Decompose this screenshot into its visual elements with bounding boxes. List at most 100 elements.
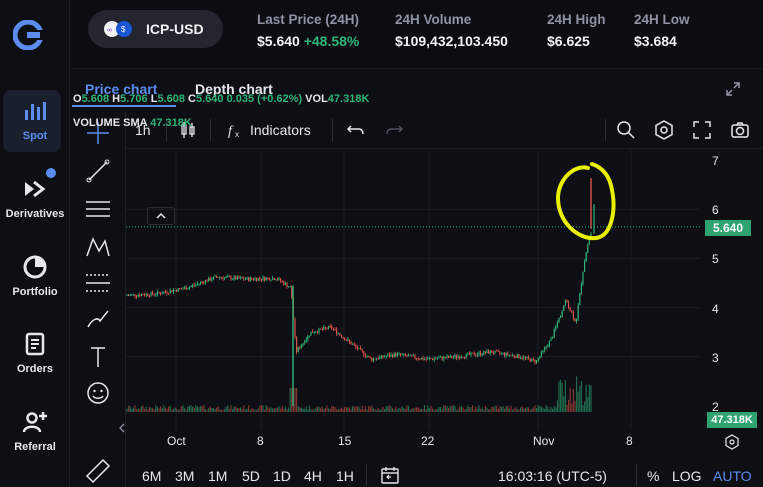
emoji-icon[interactable] xyxy=(84,379,112,407)
chevron-left-icon[interactable] xyxy=(118,422,126,434)
candle-body xyxy=(326,327,328,329)
candle-body xyxy=(262,277,264,280)
range-3m[interactable]: 3M xyxy=(175,468,195,484)
candle-body xyxy=(265,277,267,281)
candle-type-icon[interactable] xyxy=(178,120,198,140)
crosshair-icon[interactable] xyxy=(84,119,112,147)
candle-body xyxy=(433,358,435,360)
pattern-icon[interactable] xyxy=(84,233,112,261)
range-1h[interactable]: 1H xyxy=(336,468,354,484)
nav-orders[interactable]: Orders xyxy=(0,331,70,375)
coinbase-logo[interactable] xyxy=(13,20,43,50)
indicators-button[interactable]: Indicators xyxy=(250,122,311,138)
candle-body xyxy=(270,279,272,281)
candle-body xyxy=(320,328,322,330)
candle-body xyxy=(193,284,195,286)
tab-price-chart[interactable]: Price chart xyxy=(85,81,158,97)
volume-bar xyxy=(569,387,571,412)
range-5d[interactable]: 5D xyxy=(242,468,260,484)
axis-settings-icon[interactable] xyxy=(724,434,740,450)
candle-body xyxy=(526,357,528,358)
candle-body xyxy=(147,293,149,296)
separator xyxy=(332,119,333,141)
volume-bar xyxy=(204,409,206,412)
volume-bar xyxy=(164,407,166,412)
log-toggle[interactable]: LOG xyxy=(672,468,702,484)
text-tool-icon[interactable] xyxy=(84,343,112,371)
volume-bar xyxy=(307,409,309,412)
volume-bar xyxy=(462,407,464,412)
high-value: $6.625 xyxy=(547,33,590,49)
candle-body xyxy=(584,261,586,272)
nav-referral[interactable]: Referral xyxy=(0,409,70,453)
redo-icon[interactable] xyxy=(384,120,404,140)
fib-lines-icon[interactable] xyxy=(84,195,112,223)
volume-bar xyxy=(587,396,589,412)
candle-body xyxy=(204,280,206,284)
undo-icon[interactable] xyxy=(346,120,366,140)
volume-bar xyxy=(515,407,517,412)
candle-body xyxy=(244,279,246,281)
nav-derivatives[interactable]: Derivatives xyxy=(0,176,70,220)
nav-spot[interactable]: Spot xyxy=(0,90,70,152)
volume-bar xyxy=(534,405,536,412)
range-6m[interactable]: 6M xyxy=(142,468,162,484)
candle-body xyxy=(464,357,466,359)
settings-icon[interactable] xyxy=(654,120,674,140)
range-4h[interactable]: 4H xyxy=(304,468,322,484)
range-1m[interactable]: 1M xyxy=(208,468,228,484)
candle-body xyxy=(153,294,155,296)
volume-bar xyxy=(182,405,184,412)
candle-body xyxy=(350,341,352,345)
ruler-icon[interactable] xyxy=(84,457,112,485)
expand-icon[interactable] xyxy=(726,82,740,96)
volume-bar xyxy=(478,405,480,412)
candle-body xyxy=(126,295,128,297)
calendar-icon[interactable] xyxy=(380,465,400,485)
fullscreen-icon[interactable] xyxy=(692,120,712,140)
trend-line-icon[interactable] xyxy=(84,157,112,185)
pair-selector[interactable]: ∞ $ ICP-USD xyxy=(88,10,223,48)
low-value: $3.684 xyxy=(634,33,677,49)
volume-bar xyxy=(321,406,323,412)
candle-body xyxy=(240,277,242,279)
candle-body xyxy=(313,332,315,334)
tab-depth-chart[interactable]: Depth chart xyxy=(195,81,273,97)
candle-body xyxy=(440,356,442,358)
candle-body xyxy=(150,292,152,296)
y-tick: 2 xyxy=(712,400,719,414)
nav-label: Referral xyxy=(14,441,56,453)
nav-portfolio[interactable]: Portfolio xyxy=(0,254,70,298)
camera-icon[interactable] xyxy=(730,120,750,140)
volume-bar xyxy=(155,405,157,412)
volume-bar xyxy=(139,408,141,412)
add-user-icon xyxy=(22,412,47,433)
projection-icon[interactable] xyxy=(84,269,112,297)
interval-selector[interactable]: 1h xyxy=(135,122,151,138)
collapse-legend-button[interactable] xyxy=(147,207,175,225)
volume-bar xyxy=(456,409,458,412)
volume-bar xyxy=(443,405,445,412)
price-chart[interactable] xyxy=(126,150,700,430)
candle-body xyxy=(196,283,198,285)
volume-bar xyxy=(336,409,338,412)
candle-body xyxy=(539,356,541,359)
percent-toggle[interactable]: % xyxy=(647,468,660,484)
auto-toggle[interactable]: AUTO xyxy=(713,468,752,484)
volume-bar xyxy=(161,408,163,412)
volume-bar xyxy=(361,405,363,412)
volume-bar xyxy=(296,388,298,412)
volume-bar xyxy=(348,407,350,412)
volume-bar xyxy=(340,407,342,412)
zoom-icon[interactable] xyxy=(616,120,636,140)
range-1d[interactable]: 1D xyxy=(273,468,291,484)
volume-bar xyxy=(145,406,147,412)
volume-bar xyxy=(491,406,493,412)
change-value: 0.035 (+0.62%) xyxy=(226,93,303,105)
y-tick: 7 xyxy=(712,154,719,168)
brush-icon[interactable] xyxy=(84,305,112,333)
candle-body xyxy=(217,277,219,278)
function-icon[interactable]: f x xyxy=(226,120,246,140)
clock-time[interactable]: 16:03:16 (UTC-5) xyxy=(498,468,607,484)
candle-body xyxy=(176,290,178,292)
